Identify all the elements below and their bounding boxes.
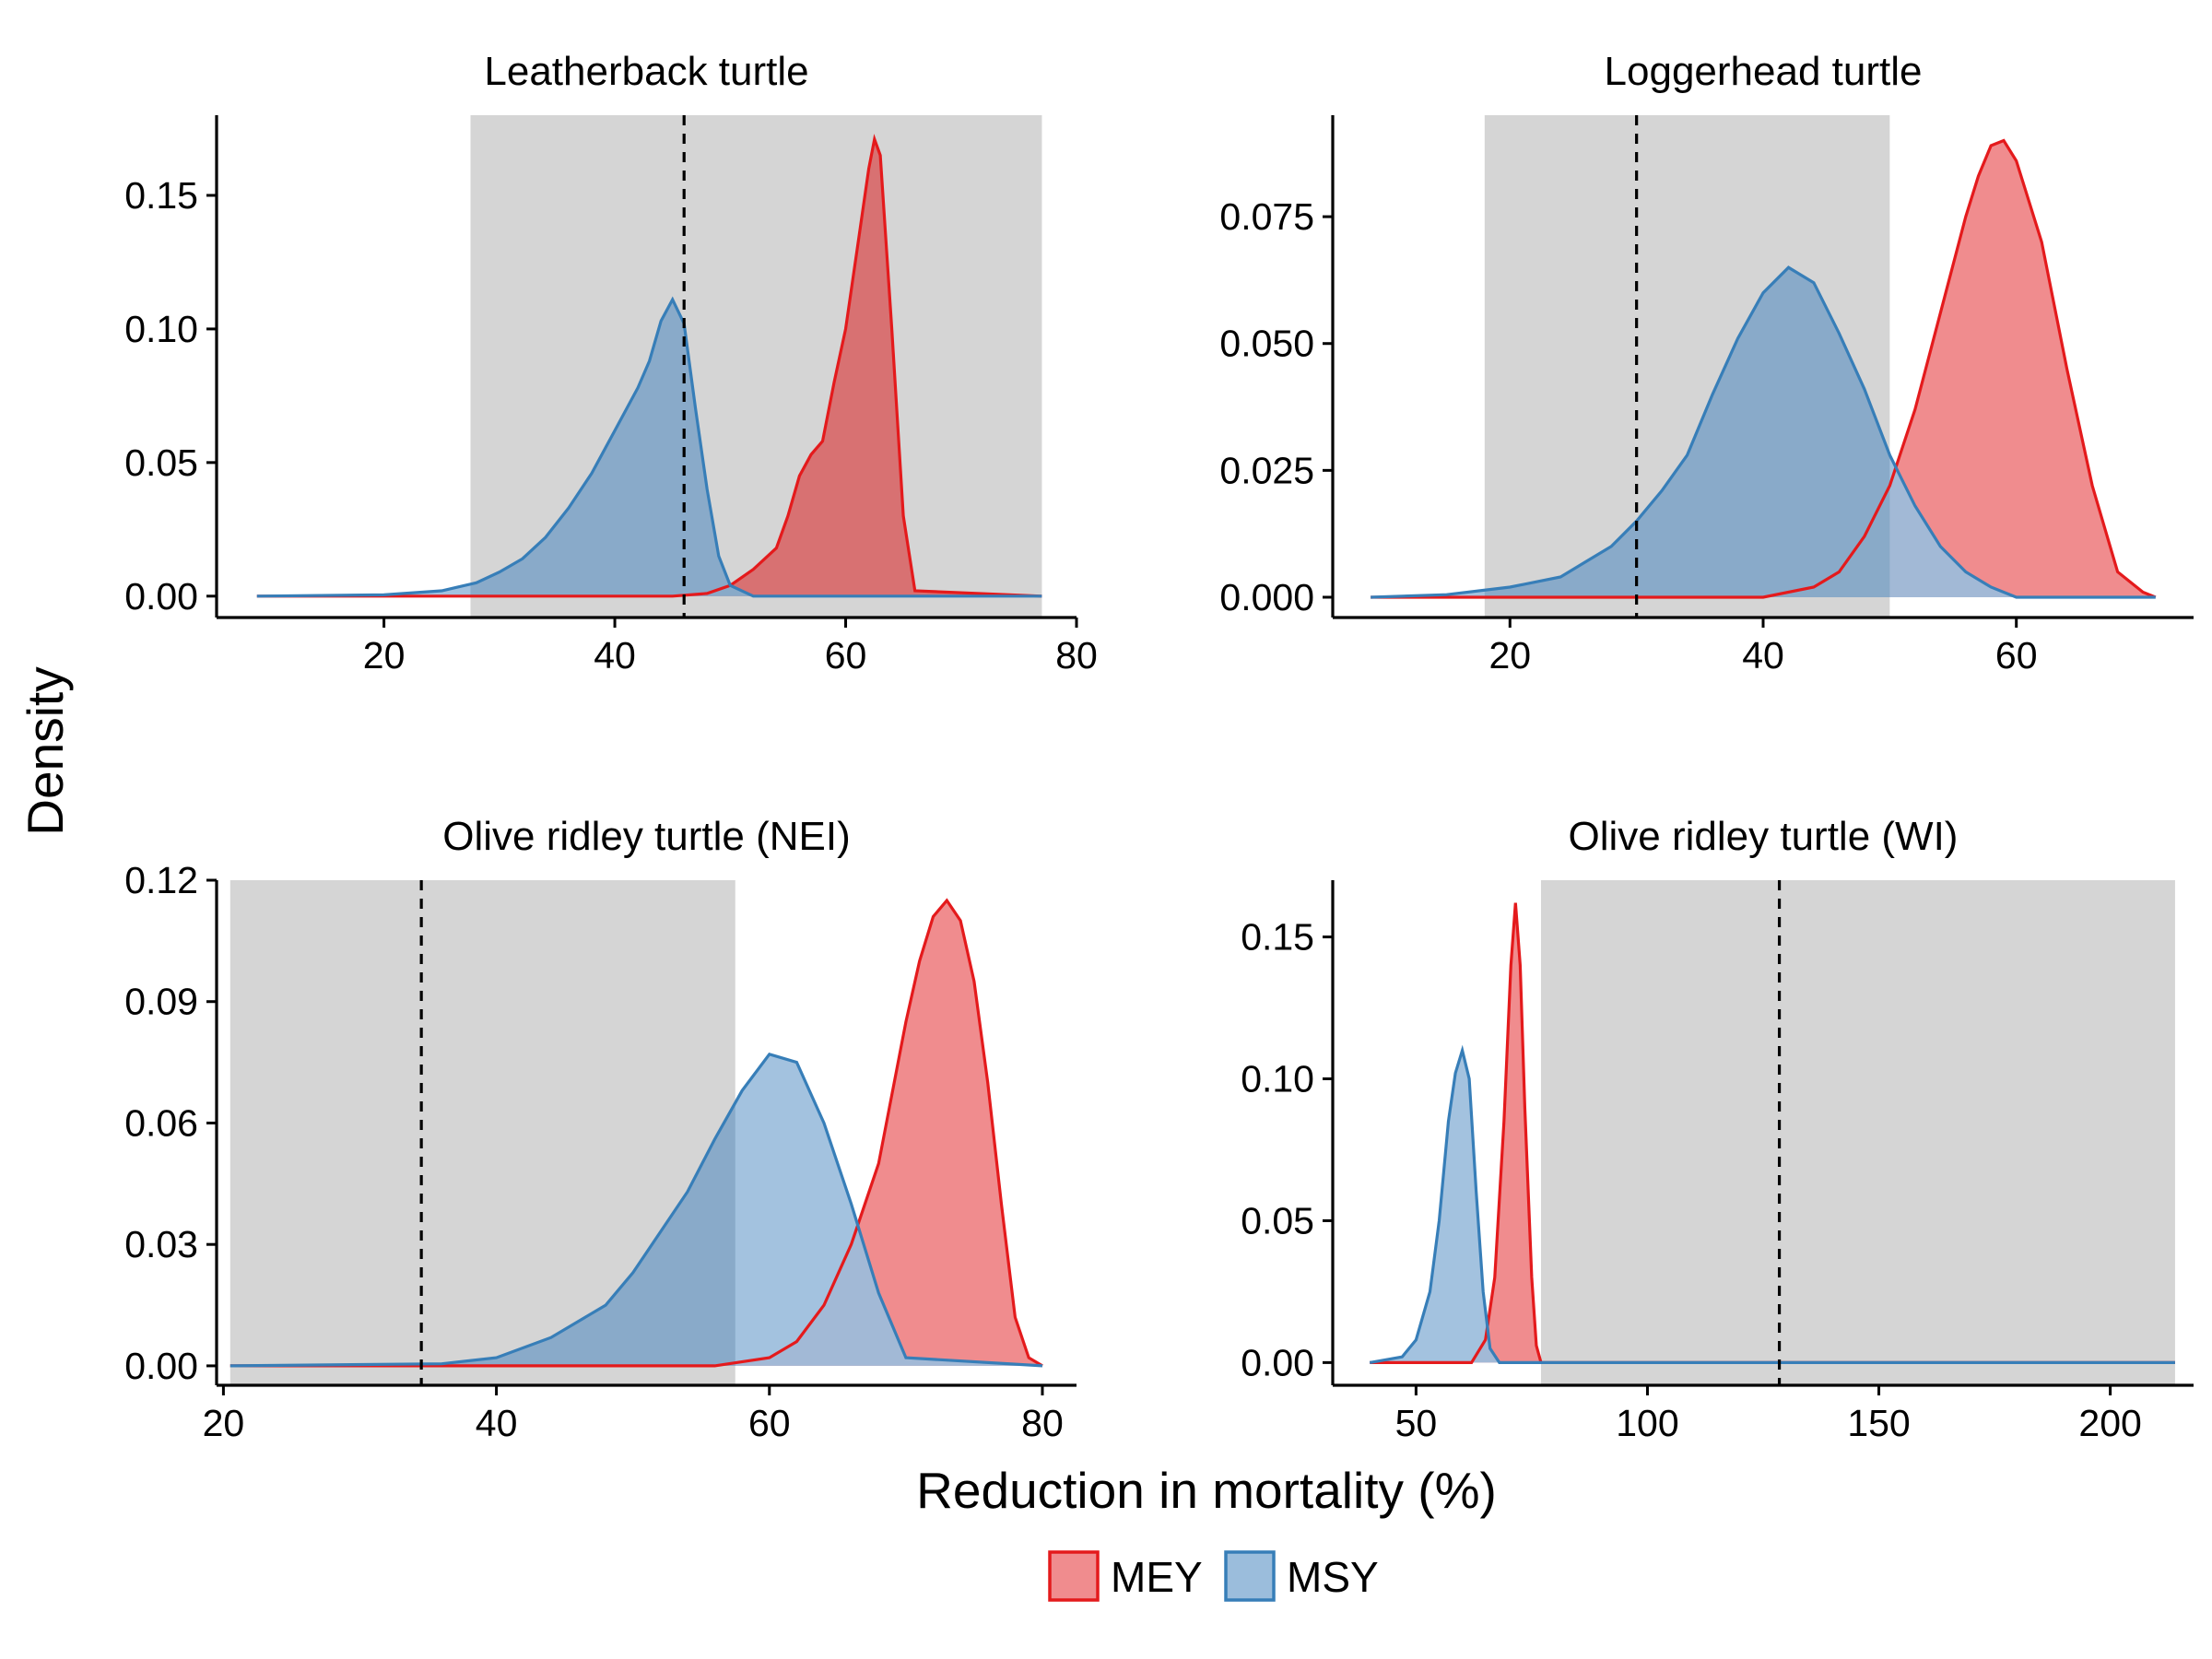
- chart-panels: Leatherback turtle 20 40 60 80 0.00 0.05 0.10 0.…: [124, 49, 2194, 1444]
- y-tick-label: 0.00: [124, 1345, 198, 1387]
- panel-olive-ridley-turtle-nei: Olive ridley turtle (NEI) 20 40 60 80 0.00 0.0…: [124, 814, 1077, 1444]
- y-tick-label: 0.00: [124, 575, 198, 618]
- mey-density-area-in-band: [470, 139, 1042, 596]
- legend-key-msy: [1224, 1550, 1276, 1602]
- mey-density-line: [1370, 902, 2175, 1364]
- panel-olive-ridley-turtle-wi: Olive ridley turtle (WI) 50 100 150 200 0.00 0…: [1241, 814, 2194, 1444]
- x-axis-title: Reduction in mortality (%): [916, 1462, 1497, 1519]
- y-tick-label: 0.03: [124, 1223, 198, 1265]
- msy-density-line: [1369, 1044, 2175, 1364]
- x-tick-label: 150: [1847, 1402, 1910, 1444]
- y-tick-label: 0.000: [1219, 576, 1314, 618]
- panel-title: Leatherback turtle: [484, 49, 808, 94]
- msy-density-line: [256, 296, 1042, 598]
- panel-title: Loggerhead turtle: [1605, 49, 1923, 94]
- y-tick-label: 0.15: [1241, 916, 1314, 959]
- legend: MEY MSY: [1048, 1550, 1379, 1602]
- x-tick-label: 20: [203, 1402, 245, 1444]
- msy-density-line: [1371, 265, 2156, 599]
- credible-band: [1540, 880, 2175, 1385]
- x-tick-label: 100: [1616, 1402, 1678, 1444]
- x-tick-label: 80: [1055, 634, 1098, 677]
- y-tick-label: 0.050: [1219, 323, 1314, 365]
- y-axis-title: Density: [17, 666, 74, 836]
- msy-density-area-in-band: [229, 1102, 735, 1366]
- msy-density-area-in-band: [470, 300, 1042, 596]
- x-tick-label: 40: [476, 1402, 518, 1444]
- msy-density-area-in-band: [1484, 267, 1890, 597]
- mey-density-line: [229, 898, 1043, 1368]
- x-tick-label: 60: [825, 634, 867, 677]
- y-tick-label: 0.10: [124, 308, 198, 350]
- legend-label-mey: MEY: [1111, 1553, 1203, 1601]
- legend-label-msy: MSY: [1287, 1553, 1379, 1601]
- y-tick-label: 0.075: [1219, 195, 1314, 238]
- y-tick-label: 0.00: [1241, 1341, 1314, 1383]
- legend-key-mey: [1048, 1550, 1100, 1602]
- mey-density-area: [229, 900, 1043, 1366]
- panel-leatherback-turtle: Leatherback turtle 20 40 60 80 0.00 0.05 0.10 0.…: [124, 49, 1098, 677]
- x-tick-label: 60: [748, 1402, 791, 1444]
- y-tick-label: 0.05: [1241, 1199, 1314, 1241]
- x-tick-label: 200: [2078, 1402, 2141, 1444]
- y-tick-label: 0.15: [124, 174, 198, 217]
- y-tick-label: 0.05: [124, 441, 198, 484]
- panel-title: Olive ridley turtle (WI): [1569, 814, 1959, 859]
- msy-density-line: [229, 1052, 1043, 1368]
- x-tick-label: 20: [1488, 634, 1531, 677]
- y-tick-label: 0.06: [124, 1101, 198, 1144]
- mey-density-area: [1371, 140, 2156, 597]
- mey-density-line: [1371, 138, 2157, 599]
- y-tick-label: 0.10: [1241, 1058, 1314, 1100]
- y-tick-label: 0.025: [1219, 449, 1314, 491]
- x-tick-label: 50: [1395, 1402, 1438, 1444]
- msy-density-area: [229, 1053, 1043, 1366]
- x-tick-label: 80: [1021, 1402, 1064, 1444]
- x-tick-label: 20: [363, 634, 406, 677]
- y-tick-label: 0.12: [124, 859, 198, 901]
- panel-title: Olive ridley turtle (NEI): [442, 814, 851, 859]
- mey-density-line: [256, 134, 1042, 598]
- msy-density-area: [1370, 1050, 2175, 1363]
- panel-loggerhead-turtle: Loggerhead turtle 20 40 60 0.000 0.025 0.050 0.…: [1219, 49, 2194, 677]
- x-tick-label: 60: [1995, 634, 2038, 677]
- x-tick-label: 40: [1742, 634, 1784, 677]
- x-tick-label: 40: [594, 634, 636, 677]
- y-tick-label: 0.09: [124, 981, 198, 1023]
